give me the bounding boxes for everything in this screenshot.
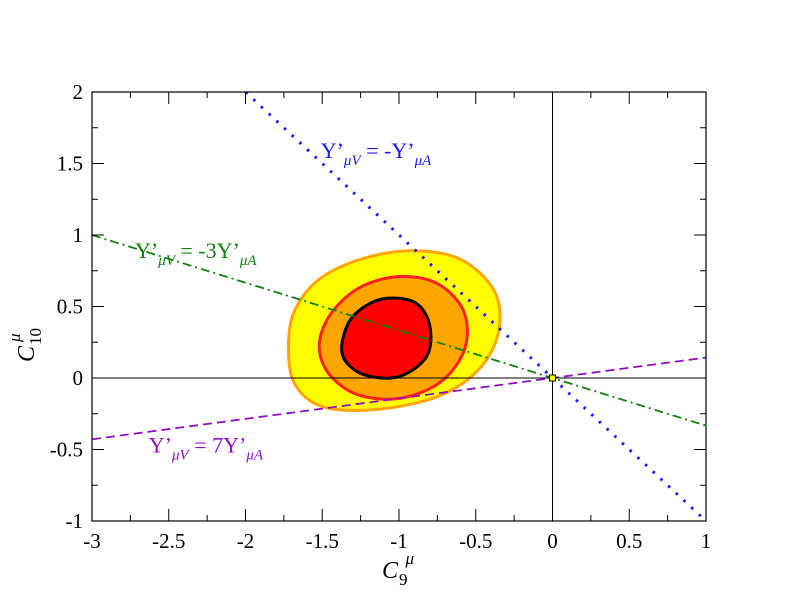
x-axis-title: C9 μ [382, 549, 414, 589]
line-label-text: = 7Y’ [189, 432, 247, 457]
line-label-text: Y’ [135, 238, 158, 263]
y-axis-title: C10μ [5, 328, 45, 362]
y-tick-label: 1 [73, 223, 84, 247]
y-axis-title-base: C [14, 345, 40, 362]
line-label-sub: μA [239, 253, 258, 269]
x-tick-label: -1 [390, 529, 408, 553]
line-label-sub: μA [414, 153, 433, 169]
line-label-text: Y’ [321, 138, 344, 163]
line-label-sub: μA [245, 447, 264, 463]
model-line-2 [92, 234, 706, 427]
model-lines [92, 92, 706, 521]
x-axis-title-base: C [382, 558, 399, 584]
reference-lines [92, 92, 706, 521]
x-tick-label: -3 [83, 529, 101, 553]
confidence-regions [286, 249, 502, 412]
line-labels: Y’μV = -Y’μAY’μV = -3Y’μAY’μV = 7Y’μA [135, 138, 432, 464]
line-label-sub: μV [171, 447, 191, 463]
line-label-text: = -Y’ [361, 138, 415, 163]
x-tick-label: -2 [237, 529, 255, 553]
x-tick-label: 1 [701, 529, 712, 553]
y-tick-label: -0.5 [50, 438, 83, 462]
best-fit-marker [549, 374, 556, 382]
line-label-3: Y’μV = 7Y’μA [149, 432, 264, 463]
y-tick-label: 1.5 [57, 152, 83, 176]
x-tick-label: -2.5 [152, 529, 185, 553]
model-line-3 [92, 356, 706, 441]
y-tick-label: 2 [73, 80, 84, 104]
x-axis-title-sub: 9 [399, 570, 408, 589]
line-label-text: = -3Y’ [175, 238, 240, 263]
line-label-text: Y’ [149, 432, 172, 457]
y-tick-label: 0 [73, 366, 84, 390]
tick-labels: -3 -2.5 -2 -1.5 -1 -0.5 0 0.5 1 -1 -0.5 0 0.5 1 1.5 2 [50, 80, 712, 553]
x-tick-label: 0 [547, 529, 558, 553]
y-axis-title-group: C10μ [5, 328, 45, 362]
x-tick-label: 0.5 [616, 529, 642, 553]
x-tick-label: -0.5 [459, 529, 492, 553]
line-label-sub: μV [157, 253, 177, 269]
y-tick-label: 0.5 [57, 295, 83, 319]
y-axis-title-sub: 10 [26, 328, 45, 345]
line-label-sub: μV [343, 153, 363, 169]
y-tick-label: -1 [66, 509, 84, 533]
y-axis-title-sup: μ [5, 333, 24, 343]
line-label-2: Y’μV = -3Y’μA [135, 238, 257, 269]
x-axis-title-sup: μ [405, 549, 415, 568]
axis-ticks [91, 91, 707, 522]
x-tick-label: -1.5 [306, 529, 339, 553]
line-label-1: Y’μV = -Y’μA [321, 138, 432, 169]
